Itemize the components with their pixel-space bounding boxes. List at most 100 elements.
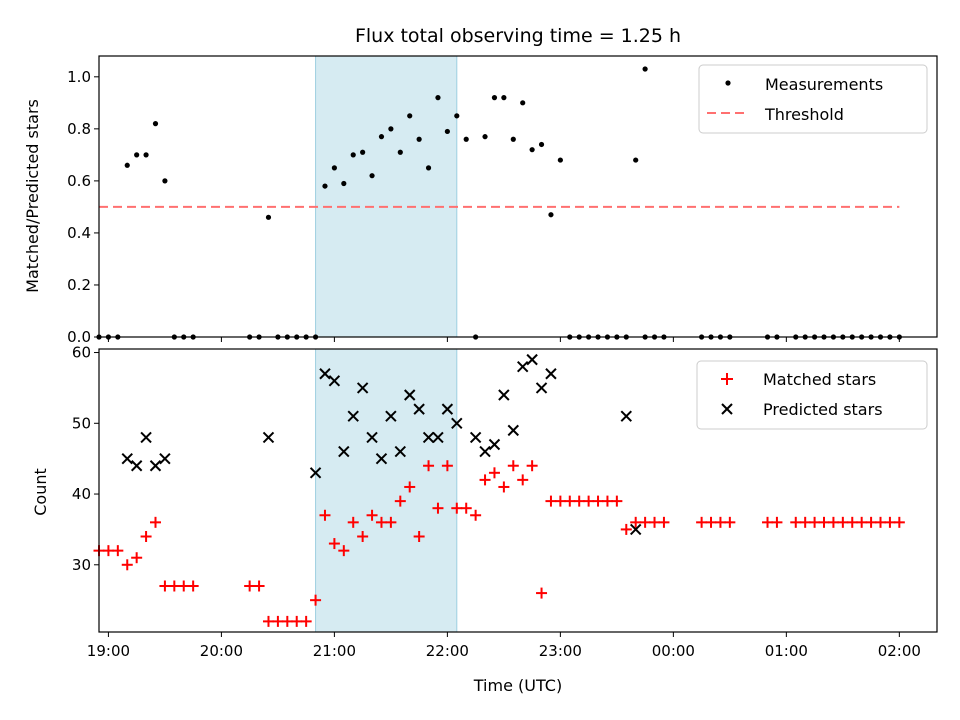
- measurement-point: [341, 180, 347, 187]
- y-tick-label: 0.6: [67, 172, 91, 190]
- y-tick-label: 0.0: [67, 328, 91, 346]
- top-xticks: [107, 337, 900, 342]
- matched-star-point: [837, 516, 849, 528]
- measurement-point: [425, 165, 432, 171]
- predicted-star-point: [309, 467, 322, 479]
- matched-star-point: [639, 516, 651, 528]
- legend-predicted-label: Predicted stars: [763, 400, 883, 419]
- x-tick-label: 00:00: [652, 642, 695, 660]
- predicted-star-point: [479, 445, 491, 458]
- bottom-legend: Matched stars Predicted stars: [696, 360, 928, 430]
- matched-star-point: [131, 552, 143, 564]
- matched-star-point: [394, 495, 406, 507]
- matched-star-point: [149, 516, 161, 528]
- matched-star-point: [658, 516, 670, 528]
- predicted-star-point: [149, 460, 162, 472]
- legend-predicted-marker: [721, 403, 733, 415]
- matched-star-point: [328, 538, 340, 550]
- measurement-point: [322, 183, 328, 189]
- predicted-star-point: [441, 403, 454, 415]
- x-tick-label: 19:00: [87, 642, 130, 660]
- predicted-star-point: [328, 375, 341, 387]
- predicted-star-point: [488, 438, 501, 451]
- matched-star-point: [696, 516, 708, 528]
- top-axes-frame: [98, 55, 938, 338]
- matched-star-point: [291, 615, 303, 627]
- predicted-star-point: [262, 431, 275, 444]
- predicted-star-point: [535, 382, 548, 394]
- y-tick-label: 0.8: [67, 120, 91, 138]
- matched-star-point: [893, 516, 905, 528]
- matched-star-point: [536, 587, 548, 599]
- predicted-star-point: [526, 353, 538, 366]
- measurement-point: [360, 149, 366, 155]
- matched-star-point: [498, 481, 510, 493]
- predicted-star-point: [451, 417, 463, 429]
- matched-star-point: [159, 580, 171, 592]
- y-tick-label: 0.4: [67, 224, 91, 242]
- predicted-star-point: [413, 403, 425, 415]
- measurement-point: [331, 165, 337, 171]
- y-tick-label: 50: [72, 414, 91, 432]
- predicted-star-point: [432, 431, 444, 444]
- predicted-star-point: [385, 410, 397, 422]
- bottom-yticks: 30 40 50 60: [72, 344, 99, 574]
- matched-star-point: [262, 615, 274, 627]
- matched-star-point: [771, 516, 783, 528]
- x-axis-label: Time (UTC): [473, 676, 562, 695]
- measurement-point: [548, 212, 554, 218]
- measurement-point: [463, 136, 469, 142]
- predicted-star-point: [338, 445, 350, 458]
- predicted-star-point: [356, 382, 369, 394]
- matched-star-point: [244, 580, 256, 592]
- matched-star-point: [357, 530, 369, 542]
- bottom-axes-frame: [98, 348, 938, 633]
- matched-star-point: [253, 580, 265, 592]
- matched-star-point: [140, 530, 152, 542]
- measurement-point: [124, 162, 130, 168]
- matched-star-point: [714, 516, 726, 528]
- bottom-points: [93, 353, 905, 627]
- top-points: [96, 66, 902, 340]
- measurement-point: [143, 152, 149, 158]
- predicted-star-point: [545, 368, 557, 380]
- matched-star-point: [875, 516, 887, 528]
- measurement-point: [510, 136, 516, 142]
- y-tick-label: 1.0: [67, 68, 91, 86]
- matched-star-point: [300, 615, 312, 627]
- x-tick-label: 21:00: [313, 642, 356, 660]
- legend-matched-marker: [721, 373, 733, 385]
- legend-measurements-marker: [725, 80, 731, 86]
- predicted-star-point: [629, 523, 642, 536]
- matched-star-point: [705, 516, 717, 528]
- predicted-star-point: [469, 431, 482, 444]
- measurement-point: [520, 100, 526, 106]
- matched-star-point: [564, 495, 576, 507]
- matched-star-point: [799, 516, 811, 528]
- matched-star-point: [375, 516, 387, 528]
- top-highlight-span: [315, 55, 458, 338]
- matched-star-point: [809, 516, 821, 528]
- predicted-star-point: [347, 410, 359, 422]
- matched-star-point: [611, 495, 623, 507]
- matched-star-point: [366, 509, 378, 521]
- bottom-y-axis-label: Count: [31, 468, 50, 516]
- matched-star-point: [432, 502, 444, 514]
- bottom-xticks: 19:00 20:00 21:00 22:00 23:00 00:00 01:00 02:00: [87, 632, 921, 660]
- predicted-star-point: [517, 360, 529, 373]
- predicted-star-point: [375, 452, 388, 465]
- measurement-point: [454, 113, 460, 119]
- matched-star-point: [178, 580, 190, 592]
- y-tick-label: 30: [72, 556, 91, 574]
- predicted-star-point: [404, 389, 416, 401]
- measurement-point: [265, 214, 272, 220]
- predicted-star-point: [319, 368, 331, 380]
- top-yticks: 0.0 0.2 0.4 0.6 0.8 1.0: [67, 68, 99, 346]
- x-tick-label: 01:00: [765, 642, 808, 660]
- matched-star-point: [601, 495, 613, 507]
- matched-star-point: [338, 545, 350, 557]
- legend-threshold-label: Threshold: [764, 105, 844, 124]
- x-tick-label: 20:00: [200, 642, 243, 660]
- measurement-point: [538, 141, 545, 148]
